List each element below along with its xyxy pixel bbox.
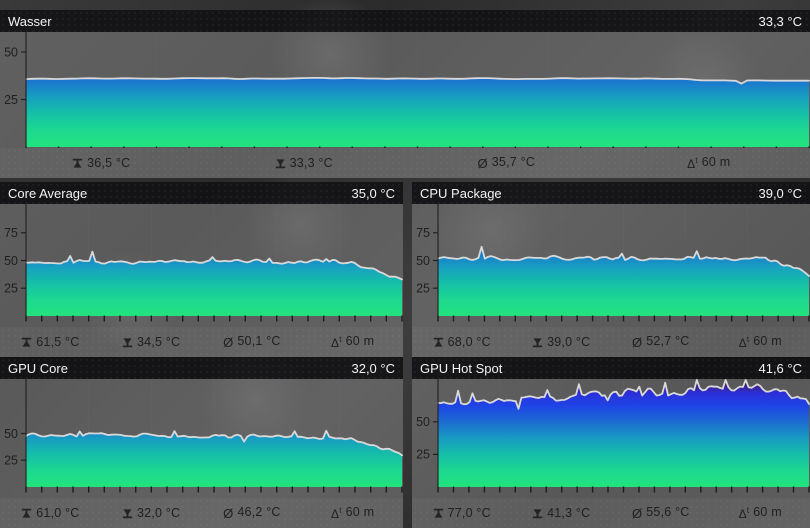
svg-text:25: 25 [416, 448, 430, 462]
svg-text:25: 25 [4, 454, 18, 468]
svg-text:25: 25 [4, 282, 18, 296]
svg-text:25: 25 [416, 282, 430, 296]
svg-text:75: 75 [416, 226, 430, 240]
svg-text:50: 50 [416, 254, 430, 268]
svg-text:75: 75 [4, 226, 18, 240]
svg-text:50: 50 [4, 45, 18, 59]
svg-text:50: 50 [4, 427, 18, 441]
svg-text:50: 50 [416, 415, 430, 429]
svg-text:25: 25 [4, 93, 18, 107]
svg-text:50: 50 [4, 254, 18, 268]
